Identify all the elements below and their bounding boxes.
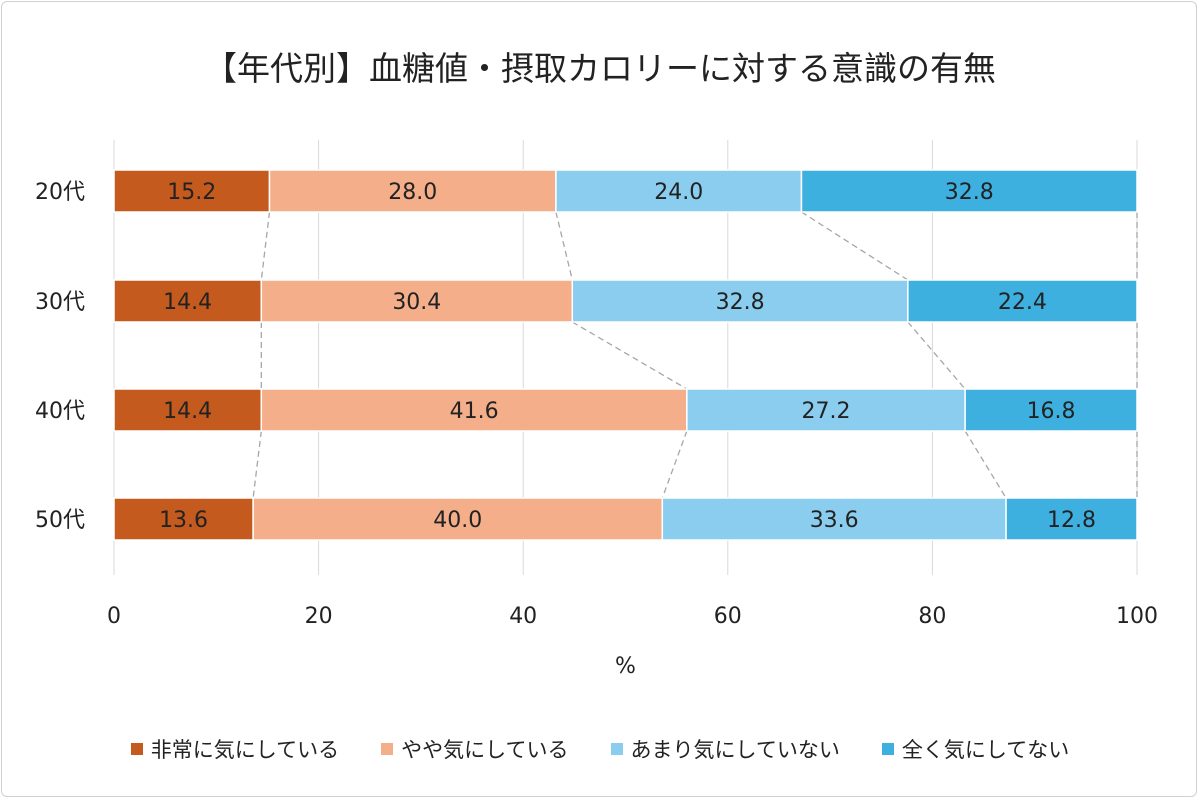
legend-label: やや気にしている bbox=[401, 738, 569, 762]
category-label: 40代 bbox=[35, 399, 85, 424]
legend-item: やや気にしている bbox=[381, 734, 569, 764]
data-label: 24.0 bbox=[654, 180, 703, 205]
legend-swatch bbox=[130, 743, 143, 755]
legend-item: あまり気にしていない bbox=[610, 734, 840, 764]
category-label: 30代 bbox=[35, 290, 85, 315]
x-tick-label: 80 bbox=[918, 604, 946, 629]
data-label: 32.8 bbox=[716, 290, 765, 315]
x-tick-label: 20 bbox=[305, 604, 333, 629]
data-label: 32.8 bbox=[945, 180, 994, 205]
data-label: 16.8 bbox=[1027, 399, 1076, 424]
legend-label: 全く気にしてない bbox=[901, 738, 1070, 762]
bar-segment bbox=[571, 279, 909, 323]
x-axis-label: % bbox=[615, 654, 636, 679]
legend-item: 非常に気にしている bbox=[130, 734, 340, 764]
legend-item: 全く気にしてない bbox=[881, 734, 1070, 764]
series-connector-line bbox=[555, 211, 573, 281]
data-label: 41.6 bbox=[450, 399, 499, 424]
series-connector-line bbox=[260, 211, 271, 281]
bar-segment bbox=[800, 169, 1138, 213]
x-tick-label: 60 bbox=[714, 604, 742, 629]
bar-segment bbox=[907, 279, 1138, 323]
series-connector-line bbox=[907, 321, 966, 390]
data-label: 13.6 bbox=[159, 508, 208, 533]
x-tick-label: 40 bbox=[509, 604, 537, 629]
legend-swatch bbox=[610, 743, 623, 755]
data-label: 15.2 bbox=[167, 180, 216, 205]
data-label: 14.4 bbox=[163, 399, 212, 424]
bar-segment bbox=[260, 388, 688, 432]
category-label: 20代 bbox=[35, 180, 85, 205]
legend-label: あまり気にしていない bbox=[630, 738, 840, 762]
legend-label: 非常に気にしている bbox=[150, 738, 340, 762]
series-connector-line bbox=[661, 430, 688, 499]
legend: 非常に気にしている やや気にしている あまり気にしていない 全く気にしてない bbox=[0, 734, 1200, 764]
chart-title: 【年代別】血糖値・摂取カロリーに対する意識の有無 bbox=[204, 49, 996, 88]
data-label: 28.0 bbox=[388, 180, 437, 205]
category-label: 50代 bbox=[35, 508, 85, 533]
series-connector-line bbox=[964, 430, 1007, 499]
bar-segment bbox=[113, 497, 254, 541]
bar-segment bbox=[555, 169, 803, 213]
bar-segment bbox=[964, 388, 1138, 432]
data-label: 30.4 bbox=[392, 290, 441, 315]
bar-segment bbox=[661, 497, 1007, 541]
bar-segment bbox=[1005, 497, 1138, 541]
data-label: 22.4 bbox=[998, 290, 1047, 315]
series-connector-line bbox=[252, 430, 262, 499]
series-connector-line bbox=[571, 321, 688, 390]
bar-segment bbox=[252, 497, 664, 541]
data-label: 12.8 bbox=[1047, 508, 1096, 533]
legend-swatch bbox=[881, 743, 894, 755]
data-label: 14.4 bbox=[163, 290, 212, 315]
bar-segment bbox=[686, 388, 966, 432]
legend-swatch bbox=[381, 743, 394, 755]
data-label: 27.2 bbox=[802, 399, 851, 424]
data-label: 40.0 bbox=[433, 508, 482, 533]
series-connector-line bbox=[801, 211, 909, 281]
bar-segment bbox=[260, 279, 574, 323]
data-label: 33.6 bbox=[810, 508, 859, 533]
x-tick-label: 0 bbox=[107, 604, 121, 629]
x-tick-label: 100 bbox=[1116, 604, 1158, 629]
